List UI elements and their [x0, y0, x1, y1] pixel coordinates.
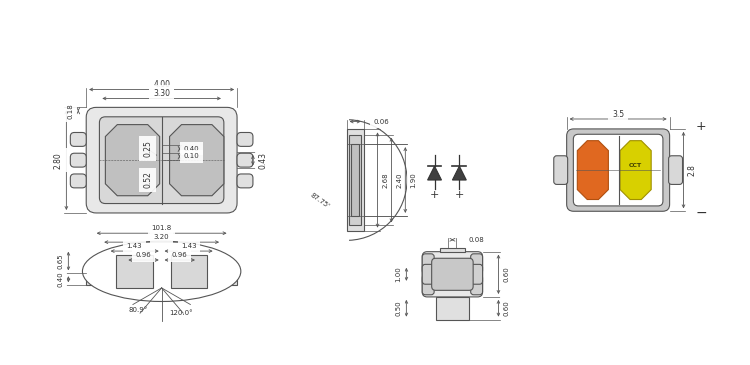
Polygon shape [578, 141, 608, 200]
Text: 101.8: 101.8 [152, 225, 172, 231]
Bar [116, 255, 152, 288]
Polygon shape [452, 166, 466, 180]
FancyBboxPatch shape [432, 258, 473, 290]
FancyBboxPatch shape [668, 156, 682, 184]
Text: 87.75': 87.75' [309, 192, 330, 210]
FancyBboxPatch shape [237, 174, 253, 188]
Bar [349, 135, 361, 225]
Text: 120.0°: 120.0° [170, 310, 194, 316]
FancyBboxPatch shape [471, 264, 482, 284]
Bar [171, 255, 207, 288]
FancyBboxPatch shape [86, 107, 237, 213]
Text: 1.00: 1.00 [395, 266, 401, 282]
Polygon shape [620, 141, 651, 200]
Text: 0.50: 0.50 [395, 300, 401, 316]
Text: 1.90: 1.90 [410, 172, 416, 188]
FancyBboxPatch shape [422, 252, 482, 297]
Text: 2.40: 2.40 [396, 172, 402, 188]
FancyBboxPatch shape [237, 153, 253, 167]
FancyBboxPatch shape [422, 264, 434, 284]
Text: 2.8: 2.8 [688, 164, 697, 176]
FancyBboxPatch shape [70, 132, 86, 146]
Text: 0.52: 0.52 [143, 172, 152, 188]
FancyBboxPatch shape [554, 156, 568, 184]
Text: CCT: CCT [629, 163, 642, 168]
Text: 3.20: 3.20 [154, 234, 170, 240]
Text: +: + [696, 120, 706, 134]
FancyBboxPatch shape [573, 134, 663, 206]
Text: 0.10: 0.10 [184, 153, 200, 160]
Text: 1.43: 1.43 [181, 243, 196, 249]
Polygon shape [105, 124, 160, 196]
Text: 0.60: 0.60 [503, 300, 509, 316]
Text: 0.40: 0.40 [184, 146, 200, 152]
FancyBboxPatch shape [422, 254, 434, 274]
FancyBboxPatch shape [70, 174, 86, 188]
Text: +: + [430, 190, 439, 200]
Text: 0.96: 0.96 [172, 252, 188, 258]
Bar [351, 144, 359, 216]
FancyBboxPatch shape [471, 254, 482, 274]
FancyBboxPatch shape [237, 132, 253, 146]
Text: 0.40: 0.40 [58, 272, 64, 287]
Text: 0.60: 0.60 [503, 266, 509, 282]
FancyBboxPatch shape [100, 117, 224, 204]
FancyBboxPatch shape [471, 275, 482, 295]
Text: 0.65: 0.65 [58, 253, 64, 269]
FancyBboxPatch shape [422, 275, 434, 295]
Text: 3.5: 3.5 [612, 110, 624, 119]
Text: 3.30: 3.30 [153, 89, 170, 98]
FancyBboxPatch shape [567, 129, 670, 211]
Bar [440, 248, 465, 252]
Bar [346, 130, 364, 231]
Bar [86, 273, 237, 285]
Text: 0.43: 0.43 [258, 152, 267, 169]
Bar [436, 297, 469, 319]
Text: 0.18: 0.18 [68, 103, 74, 119]
Text: −: − [695, 206, 707, 220]
Text: 4.00: 4.00 [153, 80, 170, 89]
Text: +: + [454, 190, 464, 200]
FancyBboxPatch shape [70, 153, 86, 167]
Text: 2.80: 2.80 [54, 152, 63, 169]
Ellipse shape [82, 241, 241, 301]
Text: 2.68: 2.68 [382, 172, 388, 188]
Text: 0.96: 0.96 [136, 252, 152, 258]
Text: 1.43: 1.43 [127, 243, 142, 249]
Text: 80.9°: 80.9° [128, 307, 148, 313]
Text: 0.25: 0.25 [143, 140, 152, 157]
Text: 0.06: 0.06 [374, 119, 389, 124]
Polygon shape [427, 166, 442, 180]
Text: 0.08: 0.08 [468, 237, 484, 243]
Polygon shape [170, 124, 224, 196]
